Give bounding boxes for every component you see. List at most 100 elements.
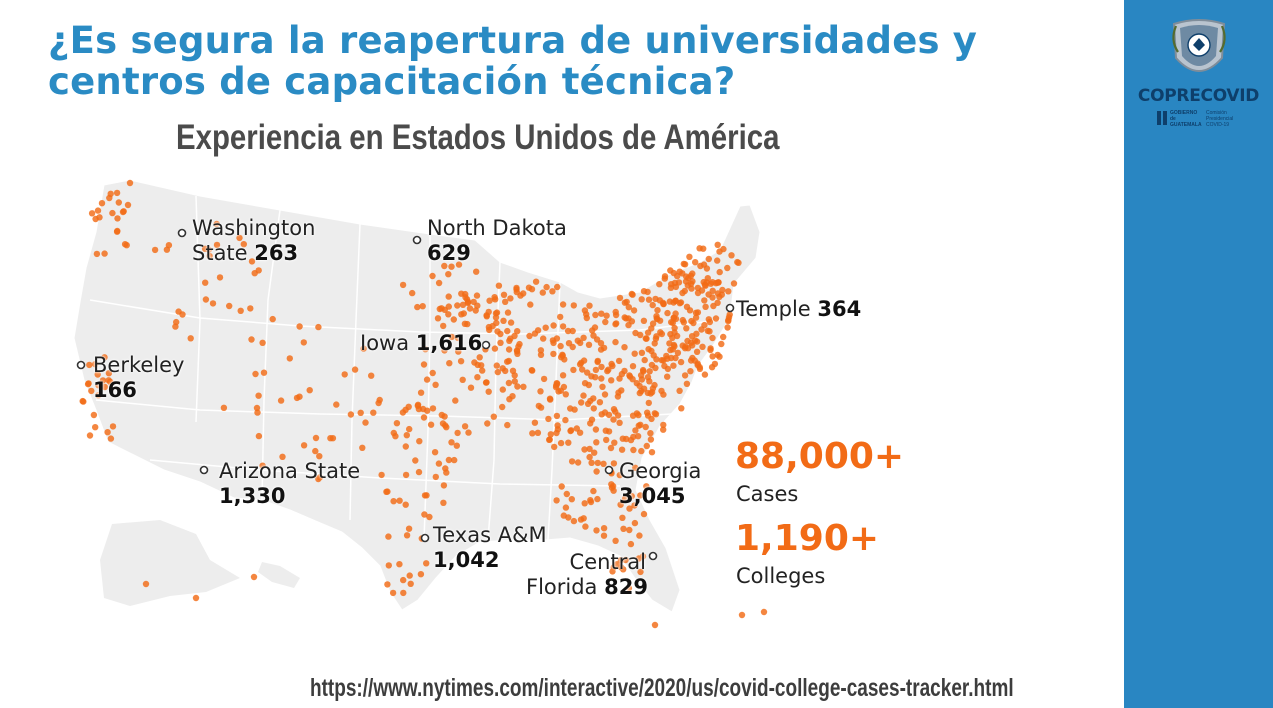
case-dot [546,436,553,443]
case-dot [406,572,413,579]
case-dot [420,361,428,368]
case-dot [609,362,616,370]
case-dot [545,415,552,423]
case-dot [680,319,687,326]
case-dot [716,268,723,276]
case-dot [600,344,608,352]
case-dot [95,392,102,399]
case-dot [632,464,639,471]
case-dot [187,335,194,342]
case-dot [432,473,439,481]
case-dot [385,562,392,569]
case-dot [151,246,159,254]
case-dot [559,372,567,379]
case-dot [667,284,675,291]
marker-iowa [481,340,491,350]
case-dot [479,367,486,374]
case-dot [362,419,369,426]
case-dot [640,510,648,518]
case-dot [579,366,586,373]
case-dot [306,387,313,394]
case-dot [492,314,500,321]
case-dot [453,442,460,449]
case-dot [478,362,485,369]
government-lockup: GOBIERNO de GUATEMALA Comisión Presidenc… [1156,110,1246,128]
case-dot [255,392,262,399]
case-dot [499,386,506,393]
case-dot [562,504,570,511]
case-dot [593,527,600,534]
case-dot [333,401,340,408]
case-dot [656,281,663,288]
case-dot [646,368,653,375]
case-dot [279,453,286,460]
case-dot [448,263,455,270]
label-north-dakota-name: North Dakota [427,216,567,240]
case-dot [653,313,660,320]
case-dot [670,314,677,322]
label-texas-am-cases: 1,042 [433,548,500,572]
case-dot [616,471,623,479]
case-dot [626,373,634,380]
case-dot [505,379,513,387]
case-dot [454,429,461,437]
case-dot [500,317,507,324]
case-dot [406,425,413,433]
case-dot [206,252,213,260]
case-dot [670,299,677,306]
case-dot [614,412,622,419]
source-url: https://www.nytimes.com/interactive/2020… [310,674,1014,702]
case-dot [583,311,590,318]
case-dot [209,300,217,307]
case-dot [441,413,448,420]
case-dot [445,311,452,318]
case-dot [451,456,458,464]
case-dot [644,329,652,336]
case-dot [652,335,660,342]
case-dot [636,532,643,539]
case-dot [248,336,255,343]
label-washington-state-line1: Washington [192,216,316,240]
case-dot [705,291,712,298]
case-dot [535,402,542,410]
case-dot [660,391,667,398]
case-dot [628,492,635,500]
case-dot [531,330,539,337]
case-dot [327,435,334,442]
case-dot [539,289,546,296]
case-dot [370,409,377,416]
case-dot [384,488,391,495]
case-dot [412,457,419,464]
case-dot [486,297,493,304]
case-dot [738,611,746,619]
case-dot [664,309,671,317]
case-dot [532,278,540,285]
case-dot [693,348,701,355]
case-dot [643,335,650,342]
case-dot [201,245,209,252]
case-dot [448,439,455,446]
case-dot [640,288,648,295]
label-washington-state-cases: 263 [254,241,299,265]
case-dot [402,501,409,508]
case-dot [654,307,661,314]
case-dot [584,369,591,376]
case-dot [709,279,716,286]
case-dot [696,245,703,252]
case-dot [554,422,561,429]
label-texas-am: Texas A&M 1,042 [433,523,547,573]
case-dot [615,357,623,365]
case-dot [470,298,477,306]
case-dot [690,319,697,327]
case-dot [569,327,576,335]
case-dot [113,189,121,197]
case-dot [559,352,566,359]
case-dot [725,288,732,295]
case-dot [617,501,624,508]
case-dot [547,431,554,438]
case-dot [709,287,716,294]
case-dot [686,307,694,314]
case-dot [658,330,666,338]
case-dot [592,366,600,374]
case-dot [580,392,587,399]
